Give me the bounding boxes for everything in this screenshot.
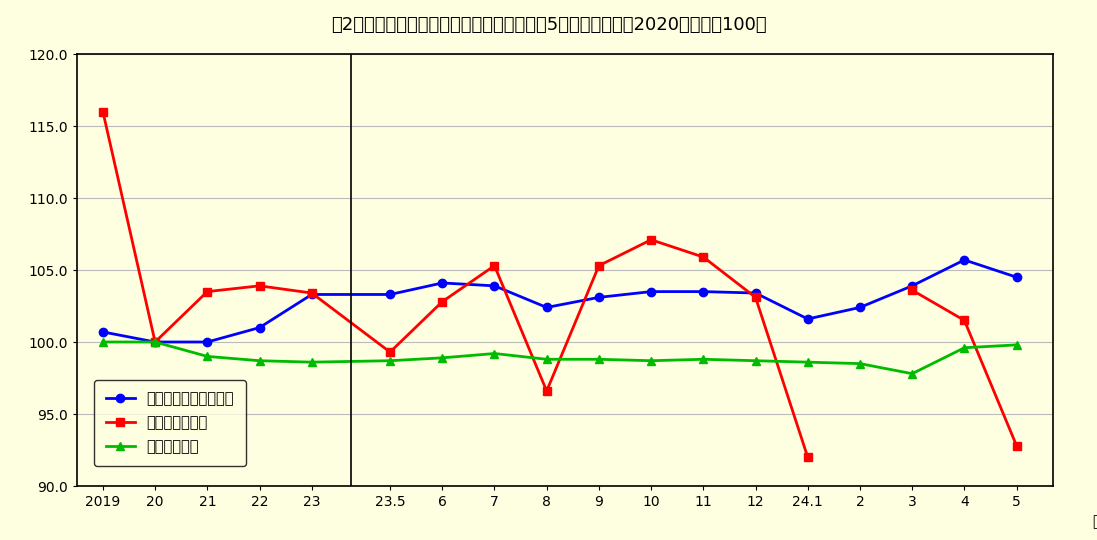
Line: きまって支給する給与: きまって支給する給与 <box>99 256 1020 346</box>
所定外労働時間 <box>488 262 501 269</box>
所定外労働時間 <box>801 454 814 461</box>
常用雇用指数 <box>201 353 214 360</box>
Legend: きまって支給する給与, 所定外労働時間, 常用雇用指数: きまって支給する給与, 所定外労働時間, 常用雇用指数 <box>94 380 246 465</box>
きまって支給する給与 <box>697 288 710 295</box>
きまって支給する給与 <box>436 280 449 286</box>
きまって支給する給与 <box>148 339 161 345</box>
きまって支給する給与 <box>592 294 606 301</box>
Line: 所定外労働時間: 所定外労働時間 <box>99 107 812 461</box>
Line: 常用雇用指数: 常用雇用指数 <box>99 338 1020 378</box>
きまって支給する給与 <box>384 291 397 298</box>
常用雇用指数 <box>592 356 606 362</box>
所定外労働時間 <box>697 254 710 260</box>
きまって支給する給与 <box>305 291 318 298</box>
きまって支給する給与 <box>905 282 918 289</box>
常用雇用指数 <box>148 339 161 345</box>
常用雇用指数 <box>305 359 318 366</box>
きまって支給する給与 <box>853 304 867 310</box>
常用雇用指数 <box>1010 342 1024 348</box>
所定外労働時間 <box>253 282 267 289</box>
常用雇用指数 <box>749 357 762 364</box>
所定外労働時間 <box>540 388 553 394</box>
常用雇用指数 <box>801 359 814 366</box>
きまって支給する給与 <box>801 316 814 322</box>
所定外労働時間 <box>148 339 161 345</box>
常用雇用指数 <box>645 357 658 364</box>
常用雇用指数 <box>436 355 449 361</box>
所定外労働時間 <box>645 237 658 243</box>
常用雇用指数 <box>905 370 918 377</box>
所定外労働時間 <box>384 349 397 355</box>
きまって支給する給与 <box>488 282 501 289</box>
常用雇用指数 <box>697 356 710 362</box>
常用雇用指数 <box>488 350 501 357</box>
所定外労働時間 <box>749 294 762 301</box>
常用雇用指数 <box>540 356 553 362</box>
Text: （月）: （月） <box>1092 514 1097 529</box>
常用雇用指数 <box>958 345 971 351</box>
きまって支給する給与 <box>645 288 658 295</box>
きまって支給する給与 <box>540 304 553 310</box>
きまって支給する給与 <box>97 329 110 335</box>
常用雇用指数 <box>853 360 867 367</box>
常用雇用指数 <box>97 339 110 345</box>
所定外労働時間 <box>592 262 606 269</box>
常用雇用指数 <box>384 357 397 364</box>
常用雇用指数 <box>253 357 267 364</box>
きまって支給する給与 <box>1010 274 1024 280</box>
きまって支給する給与 <box>958 256 971 263</box>
きまって支給する給与 <box>749 290 762 296</box>
所定外労働時間 <box>436 299 449 305</box>
きまって支給する給与 <box>201 339 214 345</box>
所定外労働時間 <box>97 109 110 115</box>
きまって支給する給与 <box>253 325 267 331</box>
所定外労働時間 <box>305 290 318 296</box>
所定外労働時間 <box>201 288 214 295</box>
Text: 図2　指数の推移（調査産業計、事業所規模5人以上）　　（2020年平均＝100）: 図2 指数の推移（調査産業計、事業所規模5人以上） （2020年平均＝100） <box>330 16 767 34</box>
